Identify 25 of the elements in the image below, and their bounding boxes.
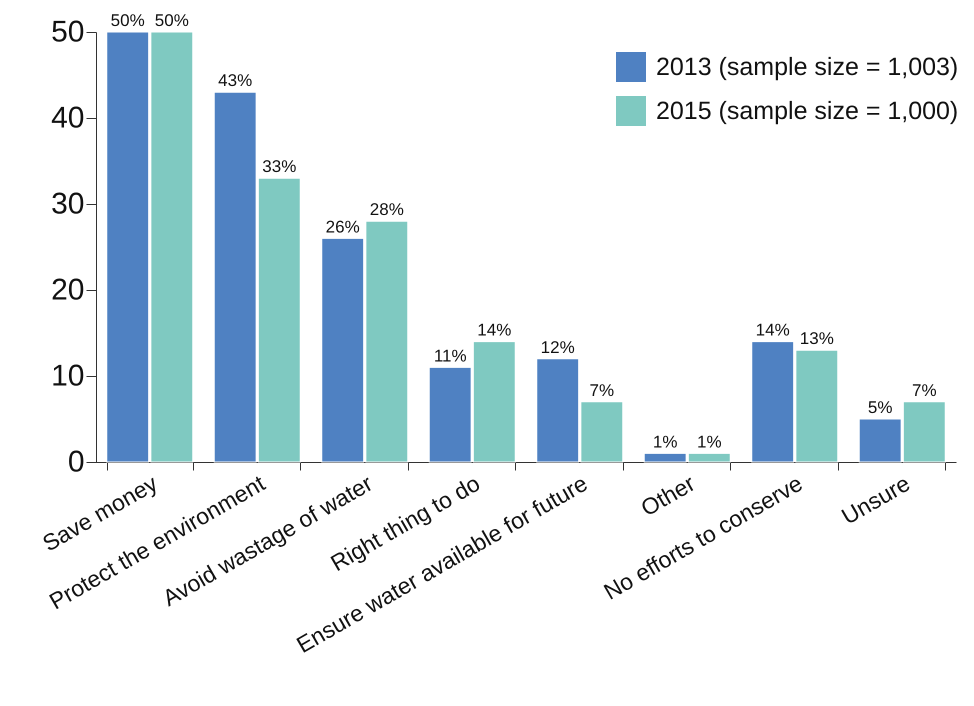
data-label: 43% [218, 71, 252, 90]
y-tick-label: 50 [51, 16, 84, 48]
legend-label: 2015 (sample size = 1,000) [656, 97, 958, 125]
data-label: 26% [326, 217, 360, 236]
data-label: 13% [800, 329, 834, 348]
legend-label: 2013 (sample size = 1,003) [656, 53, 958, 81]
x-tick-label: Other [636, 470, 700, 522]
data-label: 5% [868, 398, 892, 417]
data-label: 1% [697, 432, 722, 452]
y-tick-label: 30 [51, 188, 84, 220]
data-label: 12% [540, 338, 575, 357]
y-tick-label: 40 [51, 102, 84, 134]
data-label: 11% [434, 346, 467, 366]
data-label: 14% [477, 320, 512, 340]
y-tick-label: 10 [51, 360, 84, 392]
data-label: 50% [154, 11, 189, 30]
y-tick-label: 0 [68, 446, 84, 478]
data-label: 28% [370, 200, 404, 220]
data-label: 7% [912, 380, 937, 400]
data-label: 14% [756, 320, 790, 340]
data-label: 33% [262, 157, 296, 176]
data-label: 7% [590, 380, 614, 400]
data-label: 1% [652, 432, 678, 452]
data-label: 50% [110, 11, 145, 30]
y-tick-label: 20 [51, 274, 84, 306]
